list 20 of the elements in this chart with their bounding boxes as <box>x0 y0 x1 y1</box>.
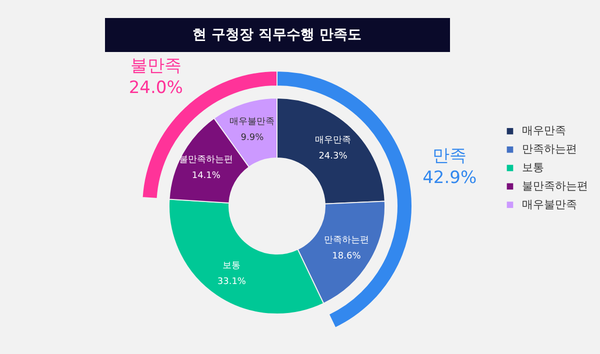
data-label: 24.3% <box>318 151 348 162</box>
slice-label: 보통 <box>222 261 241 272</box>
chart-title: 현 구청장 직무수행 만족도 <box>192 27 362 43</box>
data-label: 33.1% <box>217 277 246 288</box>
legend-label: 매우만족 <box>522 124 566 138</box>
data-label: 24.0% <box>128 78 183 98</box>
slice-label: 만족하는편 <box>324 236 369 246</box>
data-label: 42.9% <box>422 168 477 188</box>
slice-label: 만족 <box>432 146 467 166</box>
data-label: 18.6% <box>332 252 362 262</box>
slice-label: 매우불만족 <box>230 116 275 127</box>
slice-label: 매우만족 <box>315 135 351 146</box>
data-label: 9.9% <box>240 132 264 143</box>
legend-label: 만족하는편 <box>522 142 577 156</box>
data-label: 14.1% <box>192 170 221 181</box>
slice-label: 불만족 <box>130 56 182 76</box>
legend-label: 불만족하는편 <box>522 179 588 192</box>
slice-label: 불만족하는편 <box>179 154 234 165</box>
legend-label: 보통 <box>522 161 544 174</box>
legend-label: 매우불만족 <box>522 198 577 211</box>
